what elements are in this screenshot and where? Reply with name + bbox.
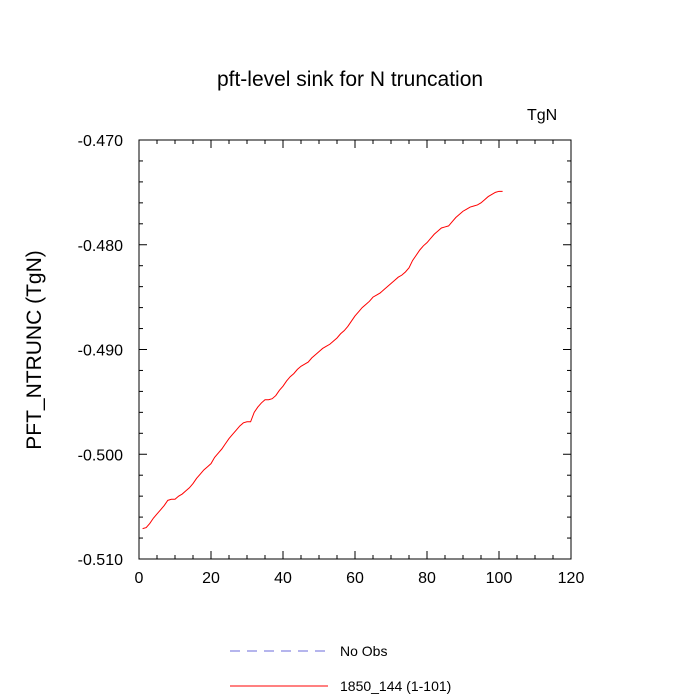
x-tick-label: 0 bbox=[135, 570, 144, 587]
x-tick-label: 120 bbox=[558, 570, 585, 587]
legend-label: 1850_144 (1-101) bbox=[340, 678, 451, 694]
y-tick-label: -0.480 bbox=[78, 238, 123, 255]
legend-label: No Obs bbox=[340, 643, 387, 659]
legend: No Obs 1850_144 (1-101) bbox=[230, 643, 451, 694]
x-tick-label: 20 bbox=[202, 570, 220, 587]
y-tick-label: -0.500 bbox=[78, 447, 123, 464]
x-tick-label: 80 bbox=[418, 570, 436, 587]
y-tick-label: -0.470 bbox=[78, 133, 123, 150]
units-label: TgN bbox=[527, 107, 558, 124]
x-tick-label: 60 bbox=[346, 570, 364, 587]
series-line bbox=[142, 190, 503, 530]
series-layer bbox=[142, 190, 503, 530]
y-tick-label: -0.490 bbox=[78, 343, 123, 360]
chart-title: pft-level sink for N truncation bbox=[216, 68, 484, 91]
x-tick-label: 40 bbox=[274, 570, 292, 587]
axis-ticks bbox=[138, 139, 572, 560]
y-tick-label: -0.510 bbox=[78, 552, 123, 569]
x-tick-label: 100 bbox=[486, 570, 513, 587]
plot-frame bbox=[138, 139, 572, 560]
tick-labels: 0 20 40 60 80 100 120 -0.510 -0.500 -0.490 -0.480 -… bbox=[78, 133, 585, 587]
